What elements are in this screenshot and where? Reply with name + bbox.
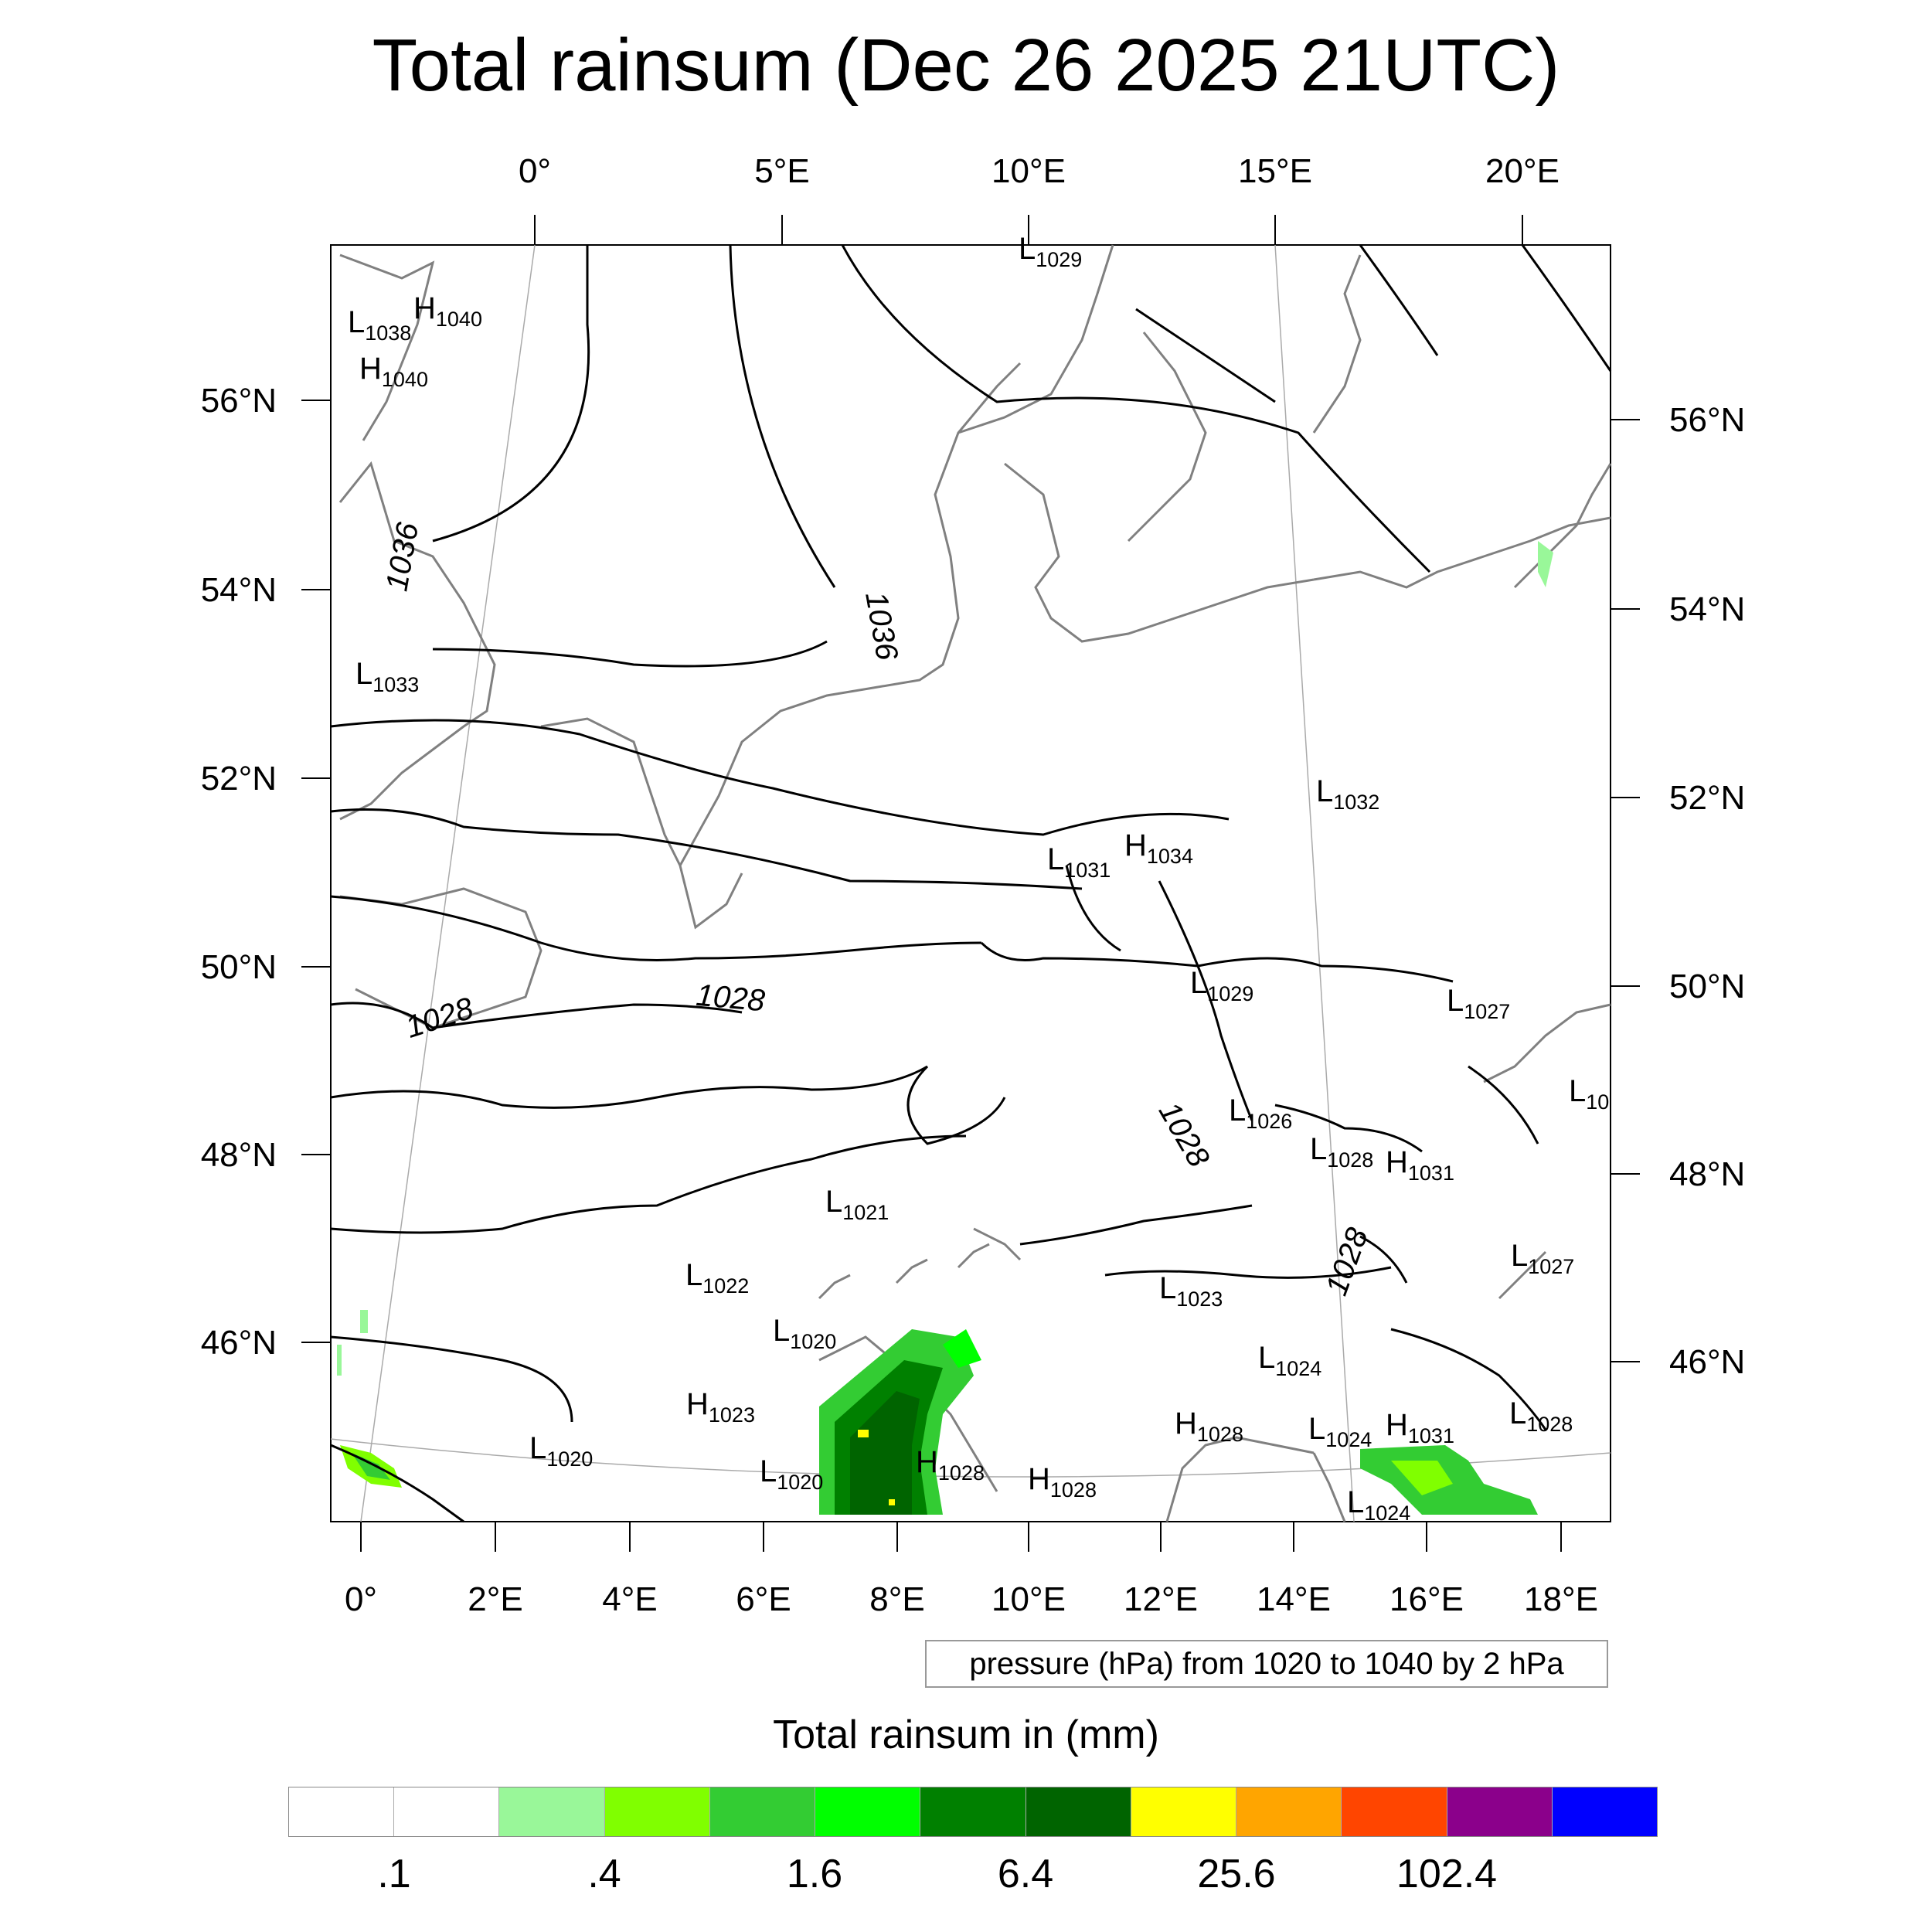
colorbar-box <box>289 1787 395 1836</box>
colorbar-box <box>604 1787 710 1836</box>
right-latitude-labels: 56°N 54°N 52°N 50°N 48°N 46°N <box>1669 401 1745 1381</box>
top-longitude-labels: 0° 5°E 10°E 15°E 20°E <box>519 152 1560 190</box>
colorbar-box <box>1026 1787 1131 1836</box>
lon-label: 12°E <box>1124 1580 1198 1618</box>
colorbar-box <box>1236 1787 1342 1836</box>
pressure-center: L1023 <box>1159 1271 1223 1311</box>
lat-label: 52°N <box>1669 779 1745 817</box>
bottom-longitude-labels: 0° 2°E 4°E 6°E 8°E 10°E 12°E 14°E 16°E 1… <box>345 1580 1598 1618</box>
pressure-center: L1038 <box>348 305 411 345</box>
lon-label: 10°E <box>992 1580 1066 1618</box>
lon-label: 6°E <box>736 1580 791 1618</box>
legend-title: Total rainsum in (mm) <box>773 1713 1159 1757</box>
lat-label: 54°N <box>201 571 277 609</box>
pressure-center: L1024 <box>1308 1412 1372 1451</box>
pressure-center: H1034 <box>1124 828 1193 868</box>
coastlines <box>338 244 1612 1522</box>
isobar-label: 1028 <box>695 978 767 1019</box>
tick-marks <box>301 215 1640 1552</box>
lon-label: 4°E <box>602 1580 657 1618</box>
pressure-center: L1021 <box>825 1185 889 1224</box>
pressure-center: L1027 <box>1511 1239 1574 1278</box>
colorbar-label: 102.4 <box>1396 1852 1498 1896</box>
colorbar-label: 1.6 <box>786 1852 843 1896</box>
pressure-center: H1031 <box>1386 1145 1454 1185</box>
colorbar-box <box>1342 1787 1447 1836</box>
lon-label: 10°E <box>992 152 1066 190</box>
pressure-center: L1020 <box>529 1431 593 1471</box>
pressure-center: L1024 <box>1258 1341 1321 1380</box>
lon-label: 2°E <box>468 1580 522 1618</box>
pressure-center: L1027 <box>1447 984 1510 1023</box>
colorbar-label: .1 <box>377 1852 411 1896</box>
lat-label: 46°N <box>1669 1343 1745 1381</box>
lat-label: 56°N <box>201 382 277 420</box>
pressure-center: L1020 <box>773 1314 836 1353</box>
colorbar-box <box>815 1787 921 1836</box>
lat-label: 50°N <box>201 948 277 986</box>
pressure-center: H1040 <box>413 291 482 331</box>
pressure-center: L1031 <box>1047 842 1111 882</box>
pressure-center: L1029 <box>1190 966 1253 1005</box>
pressure-center: L1020 <box>760 1454 823 1494</box>
contour-info-box: pressure (hPa) from 1020 to 1040 by 2 hP… <box>925 1640 1608 1688</box>
lon-label: 8°E <box>869 1580 924 1618</box>
colorbar-box <box>920 1787 1026 1836</box>
pressure-center: L1024 <box>1347 1485 1410 1525</box>
colorbar-box <box>1131 1787 1237 1836</box>
colorbar-label: 25.6 <box>1197 1852 1276 1896</box>
pressure-center: L1028 <box>1509 1396 1573 1436</box>
pressure-center: L10 <box>1569 1074 1609 1114</box>
isobars <box>330 244 1612 1523</box>
pressure-center: H1028 <box>1175 1406 1243 1446</box>
pressure-center: H1028 <box>1028 1462 1097 1502</box>
lon-label: 5°E <box>754 152 809 190</box>
lon-label: 0° <box>519 152 551 190</box>
lat-label: 52°N <box>201 760 277 798</box>
lat-label: 48°N <box>1669 1155 1745 1193</box>
colorbar-box <box>499 1787 605 1836</box>
pressure-center: L1033 <box>355 657 419 696</box>
colorbar-box <box>1552 1787 1658 1836</box>
colorbar-box <box>709 1787 816 1836</box>
rain-fields <box>337 541 1553 1515</box>
colorbar-box <box>1447 1787 1553 1836</box>
map-title: Total rainsum (Dec 26 2025 21UTC) <box>372 24 1560 107</box>
colorbar-box <box>394 1787 500 1836</box>
lat-label: 54°N <box>1669 590 1745 628</box>
pressure-center: L1029 <box>1019 232 1082 271</box>
pressure-center: H1031 <box>1386 1408 1454 1447</box>
lat-label: 46°N <box>201 1324 277 1362</box>
pressure-center: L1028 <box>1310 1132 1373 1172</box>
lat-label: 56°N <box>1669 401 1745 439</box>
pressure-center: L1026 <box>1229 1094 1292 1133</box>
lon-label: 16°E <box>1389 1580 1464 1618</box>
lon-label: 14°E <box>1257 1580 1331 1618</box>
pressure-center: H1040 <box>359 352 428 391</box>
lon-label: 20°E <box>1485 152 1560 190</box>
lat-label: 50°N <box>1669 968 1745 1005</box>
pressure-center: L1022 <box>685 1258 749 1298</box>
colorbar-label: .4 <box>587 1852 621 1896</box>
lon-label: 0° <box>345 1580 377 1618</box>
pressure-center: L1032 <box>1316 774 1379 814</box>
lon-label: 18°E <box>1524 1580 1598 1618</box>
pressure-center: H1028 <box>916 1445 985 1485</box>
lon-label: 15°E <box>1238 152 1312 190</box>
lat-label: 48°N <box>201 1136 277 1174</box>
left-latitude-labels: 56°N 54°N 52°N 50°N 48°N 46°N <box>201 382 277 1362</box>
colorbar-label: 6.4 <box>997 1852 1054 1896</box>
pressure-centers: L1029 L1038 H1040 H1040 L1033 L1032 L103… <box>348 232 1609 1525</box>
colorbar <box>288 1787 1658 1837</box>
pressure-center: H1023 <box>686 1387 755 1427</box>
